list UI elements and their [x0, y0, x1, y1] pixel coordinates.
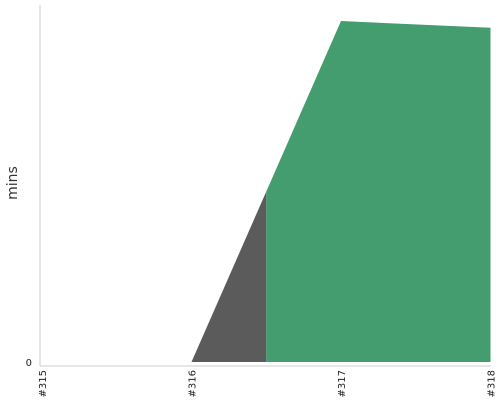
x-tick-label-3: #318: [487, 370, 498, 397]
x-axis-ticks: #315 #316 #317 #318: [38, 370, 498, 397]
x-tick-label-0: #315: [38, 370, 49, 397]
area-series-0: [42, 191, 267, 362]
x-tick-label-2: #317: [337, 370, 348, 397]
y-tick-label-0: 0: [26, 358, 32, 369]
x-tick-label-1: #316: [188, 370, 199, 397]
y-axis-title: mins: [5, 166, 21, 200]
area-series-1: [266, 21, 491, 362]
chart-areas: [42, 21, 491, 362]
